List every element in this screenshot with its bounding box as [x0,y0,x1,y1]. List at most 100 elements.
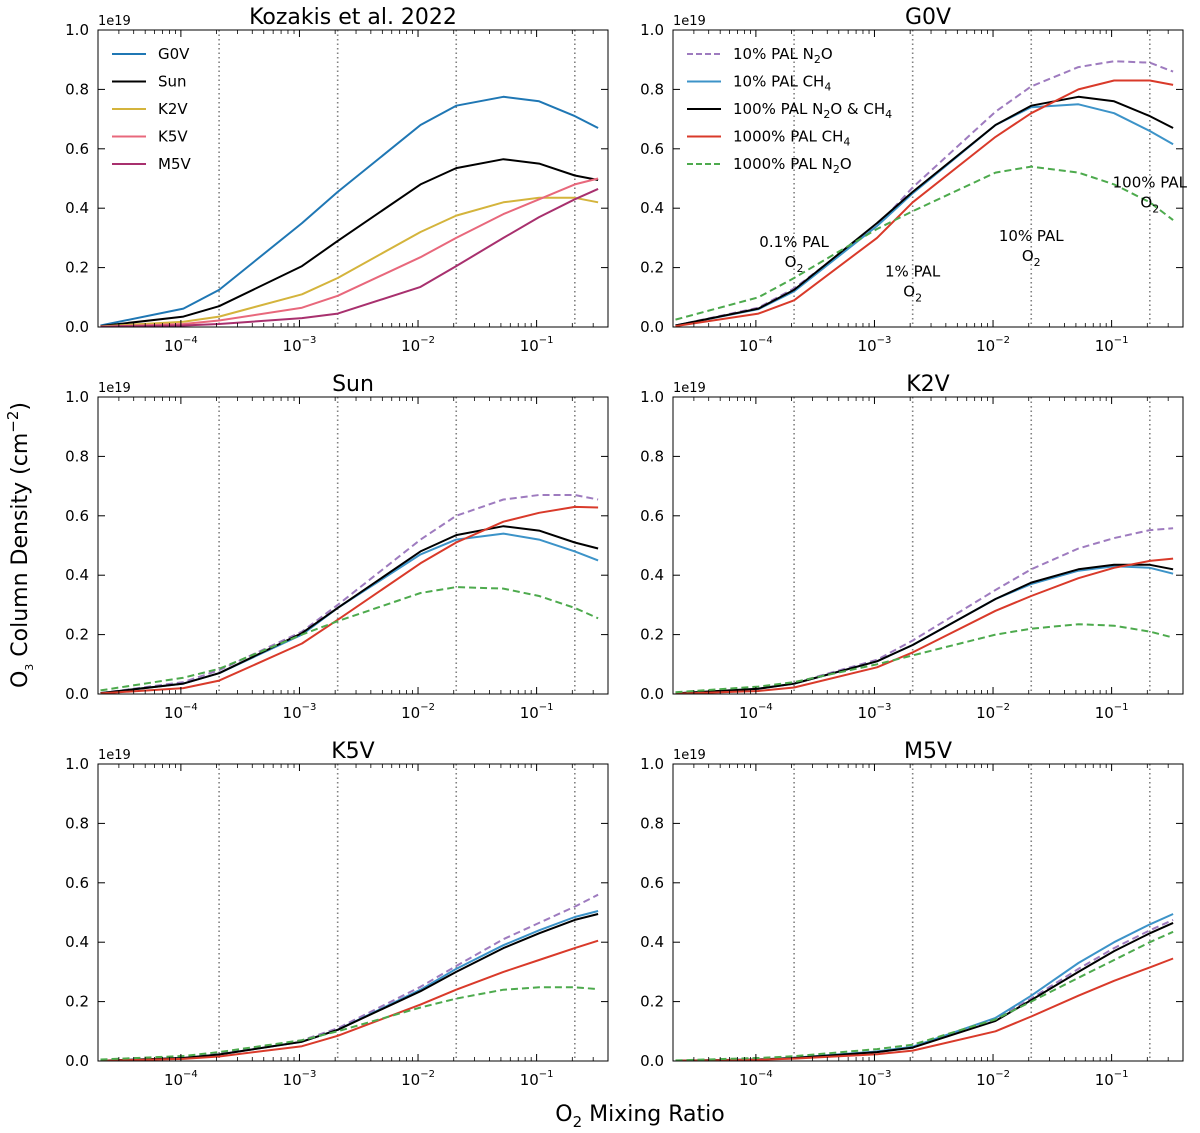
series-line-ch4_10 [100,532,599,694]
series-line-n2o10 [100,893,599,1061]
legend-label: 1000% PAL CH4 [733,128,850,149]
series-line-n2o1000 [675,930,1174,1061]
plot-frame [672,396,1184,695]
series-line-ch4_1000 [100,939,599,1061]
y-tick-label: 0.4 [640,566,664,584]
y-tick-label: 0.4 [65,199,89,217]
y-tick-label: 0.0 [65,318,89,336]
x-tick-label: 10−1 [1095,335,1129,355]
annotation-line2: O2 [903,283,922,305]
legend-label: 10% PAL CH4 [733,73,831,94]
x-tick-label: 10−2 [976,702,1010,722]
chart-panel-5: 10−4 10−3 10−2 10−1 0.0 0.2 0.4 0.6 0.8 1.0 1e19 M5… [640,739,1184,1089]
x-tick-label: 10−1 [520,702,554,722]
chart-panel-4: 10−4 10−3 10−2 10−1 0.0 0.2 0.4 0.6 0.8 1.0 1e19 K5… [65,739,609,1089]
annotation-line1: 100% PAL [1113,173,1188,191]
y-tick-label: 0.2 [640,626,664,644]
series-line-n2o1000 [100,586,599,692]
y-tick-label: 0.4 [640,199,664,217]
series-line-ch4_1000 [675,557,1174,694]
annotation-line2: O2 [1140,193,1159,215]
y-tick-label: 1.0 [65,755,89,773]
legend-label: Sun [158,73,187,91]
annotation-line1: 1% PAL [885,263,941,281]
series-line-base [100,525,599,694]
panel-title: Sun [332,372,374,397]
y-tick-label: 1.0 [640,21,664,39]
legend-label: G0V [158,45,190,63]
y-multiplier-label: 1e19 [673,381,706,396]
y-tick-label: 0.6 [65,140,89,158]
panel-title: Kozakis et al. 2022 [249,5,457,30]
y-tick-label: 0.2 [65,626,89,644]
series-line-base [675,95,1174,327]
x-tick-label: 10−4 [164,1069,198,1089]
y-multiplier-label: 1e19 [98,381,131,396]
y-tick-label: 0.8 [65,80,89,98]
series-line-base [675,563,1174,694]
x-tick-label: 10−3 [858,702,892,722]
x-tick-label: 10−2 [401,702,435,722]
y-tick-label: 0.0 [640,685,664,703]
y-tick-label: 0.0 [640,1052,664,1070]
annotation-line2: O2 [785,253,804,275]
series-line-base [675,921,1174,1061]
series-line-M5V [100,187,599,327]
legend-label: K2V [158,100,188,118]
y-tick-label: 1.0 [65,388,89,406]
y-tick-label: 0.8 [65,814,89,832]
y-tick-label: 0.0 [65,685,89,703]
y-tick-label: 0.6 [640,507,664,525]
y-tick-label: 0.4 [65,566,89,584]
legend-label: 10% PAL N2O [733,45,833,66]
chart-panel-1: 10−4 10−3 10−2 10−1 0.0 0.2 0.4 0.6 0.8 1.0 1e19 G0… [640,5,1187,355]
series-line-ch4_1000 [675,79,1174,327]
y-tick-label: 0.8 [640,814,664,832]
series-line-n2o10 [100,494,599,694]
x-tick-label: 10−3 [858,1069,892,1089]
x-tick-label: 10−2 [401,1069,435,1089]
pal-annotation: 100% PAL O2 [1113,173,1188,215]
x-tick-label: 10−1 [520,1069,554,1089]
legend-label: 1000% PAL N2O [733,155,852,176]
x-tick-label: 10−1 [520,335,554,355]
y-multiplier-label: 1e19 [673,748,706,763]
pal-annotation: 0.1% PAL O2 [759,233,829,275]
y-tick-label: 1.0 [65,21,89,39]
series-line-n2o10 [675,527,1174,694]
x-tick-label: 10−4 [739,335,773,355]
y-tick-label: 1.0 [640,388,664,406]
legend-label: M5V [158,155,191,173]
y-axis-title: O3 Column Density (cm−2) [4,402,36,688]
y-tick-label: 0.2 [65,993,89,1011]
y-tick-label: 0.2 [640,993,664,1011]
series-line-n2o10 [675,918,1174,1061]
annotation-line1: 10% PAL [999,227,1064,245]
series-line-ch4_1000 [675,957,1174,1061]
legend: G0V Sun K2V K5V M5V [112,45,191,173]
series-line-K2V [100,196,599,327]
y-multiplier-label: 1e19 [98,14,131,29]
chart-panel-2: 10−4 10−3 10−2 10−1 0.0 0.2 0.4 0.6 0.8 1.0 1e19 Su… [65,372,609,722]
x-tick-label: 10−4 [164,702,198,722]
x-tick-label: 10−1 [1095,1069,1129,1089]
x-tick-label: 10−4 [739,702,773,722]
plot-frame [97,29,609,328]
plot-frame [97,396,609,695]
series-line-ch4_1000 [100,505,599,694]
panel-title: G0V [905,5,951,30]
y-tick-label: 0.8 [640,447,664,465]
plot-frame [672,763,1184,1062]
y-tick-label: 0.8 [65,447,89,465]
series-line-n2o1000 [675,165,1174,321]
series-line-n2o1000 [675,623,1174,694]
y-multiplier-label: 1e19 [98,748,131,763]
y-tick-label: 0.2 [640,259,664,277]
legend-label: K5V [158,128,188,146]
y-multiplier-label: 1e19 [673,14,706,29]
y-tick-label: 0.2 [65,259,89,277]
x-tick-label: 10−2 [976,335,1010,355]
series-line-ch4_10 [675,565,1174,694]
y-tick-label: 0.6 [65,507,89,525]
y-tick-label: 0.6 [65,874,89,892]
